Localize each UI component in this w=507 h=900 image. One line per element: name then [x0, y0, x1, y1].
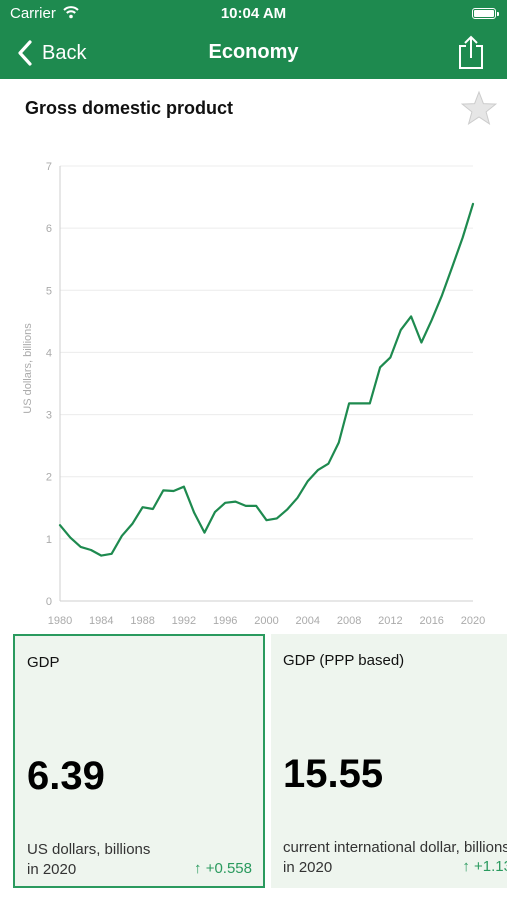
nav-title: Economy [208, 41, 299, 63]
x-tick-label: 2000 [254, 615, 278, 627]
y-axis-label: US dollars, billions [22, 323, 34, 414]
x-tick-label: 2016 [419, 615, 443, 627]
back-button[interactable]: Back [14, 38, 86, 68]
x-tick-label: 2012 [378, 615, 402, 627]
star-icon[interactable] [460, 90, 498, 126]
y-tick-label: 3 [46, 410, 52, 422]
card-year: in 2020 [283, 859, 333, 876]
y-tick-label: 6 [46, 223, 52, 235]
x-tick-label: 1980 [48, 615, 72, 627]
status-bar: Carrier 10:04 AM [0, 0, 507, 28]
y-tick-label: 7 [46, 161, 52, 173]
card-title: GDP [27, 654, 60, 671]
gdp-line-chart: 0 1 2 3 4 5 6 7 1980 1984 1988 1992 1996 2000 2004 2008… [22, 161, 485, 627]
card-year: in 2020 [27, 861, 77, 878]
wifi-icon [63, 6, 79, 19]
card-value: 6.39 [27, 754, 105, 798]
y-tick-label: 1 [46, 534, 52, 546]
share-icon[interactable] [457, 34, 485, 70]
card-change: ↑ +1.13 [462, 858, 507, 875]
y-tick-label: 5 [46, 285, 52, 297]
chevron-left-icon [18, 40, 32, 66]
x-tick-label: 2008 [337, 615, 361, 627]
card-unit: current international dollar, billions [283, 839, 507, 856]
x-tick-label: 1988 [130, 615, 154, 627]
back-label: Back [42, 41, 87, 64]
y-tick-label: 4 [46, 347, 52, 359]
clock: 10:04 AM [220, 5, 287, 22]
card-value: 15.55 [283, 752, 384, 796]
x-tick-label: 2004 [296, 615, 320, 627]
x-tick-label: 1996 [213, 615, 237, 627]
x-tick-label: 1984 [89, 615, 113, 627]
y-tick-label: 2 [46, 472, 52, 484]
gdp-series-line [58, 202, 475, 557]
y-tick-label: 0 [46, 596, 52, 608]
card-title: GDP (PPP based) [283, 652, 405, 669]
x-tick-label: 1992 [172, 615, 196, 627]
carrier-label: Carrier [10, 5, 56, 22]
card-unit: US dollars, billions [27, 841, 151, 858]
x-tick-label: 2020 [461, 615, 485, 627]
indicator-cards: GDP 6.39 US dollars, billions in 2020 ↑ … [13, 634, 507, 888]
gdp-card[interactable]: GDP 6.39 US dollars, billions in 2020 ↑ … [13, 634, 265, 888]
page-title: Gross domestic product [25, 98, 234, 118]
navigation-bar: Back Economy [0, 28, 507, 79]
card-change: ↑ +0.558 [194, 860, 252, 877]
gdp-ppp-card[interactable]: GDP (PPP based) 15.55 current internatio… [271, 634, 507, 888]
battery-icon [472, 8, 499, 19]
